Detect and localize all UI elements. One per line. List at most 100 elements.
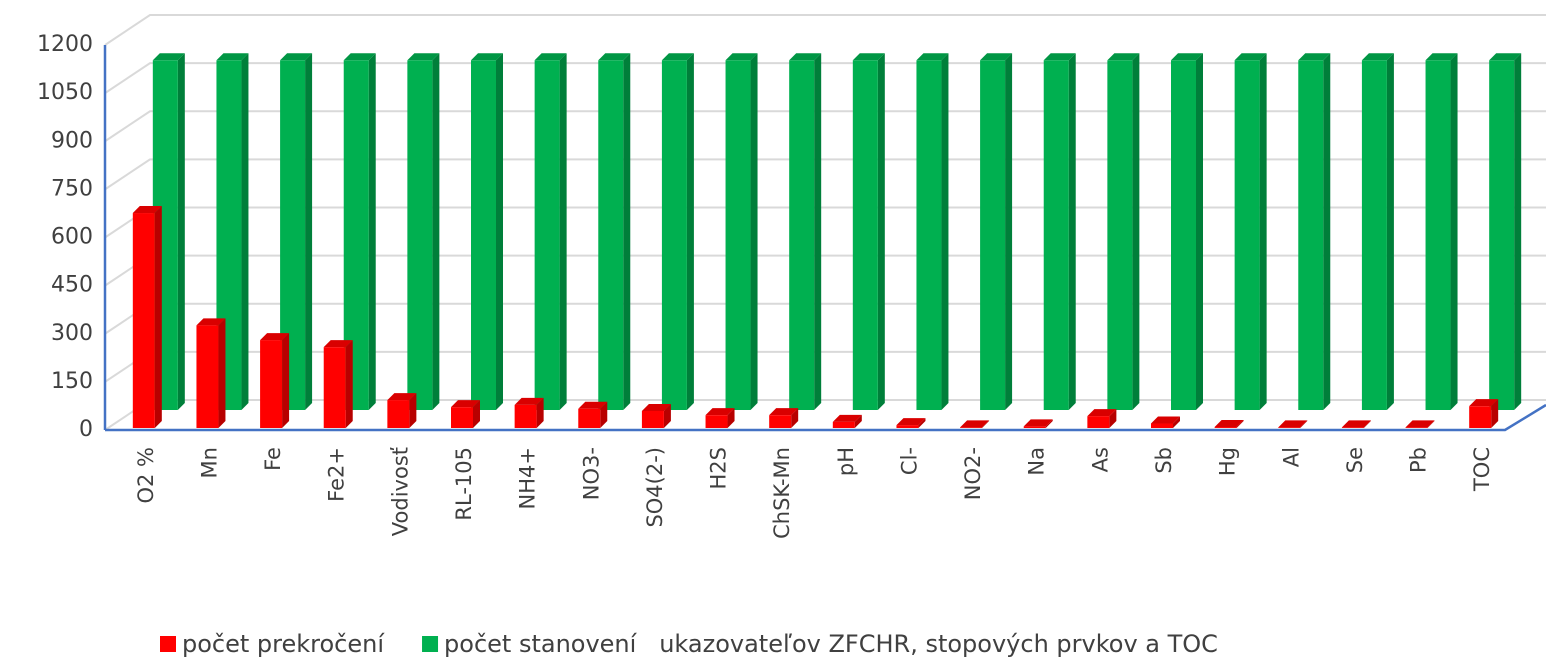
bar-top (534, 53, 567, 61)
bar-side (750, 53, 758, 411)
bar-top (407, 53, 440, 61)
bar-side (1236, 420, 1244, 428)
bar (323, 347, 346, 428)
bar-side (1323, 53, 1331, 411)
bar-top (152, 53, 185, 61)
x-tick-label: Hg (1216, 447, 1240, 476)
bar-top (323, 340, 353, 348)
bar-side (686, 53, 694, 411)
bar-side (473, 400, 480, 428)
bar (514, 404, 537, 428)
bar (1087, 416, 1110, 428)
x-tick-label: Sb (1152, 447, 1176, 474)
bar (1043, 60, 1069, 411)
y-tick-label: 900 (51, 128, 93, 153)
y-tick-label: 1200 (37, 32, 93, 57)
bar (916, 60, 942, 411)
bar-side (814, 53, 822, 411)
bar (980, 60, 1006, 411)
bar (896, 425, 919, 428)
bar (769, 415, 792, 428)
bar-top (598, 53, 631, 61)
bar-top (789, 53, 822, 61)
bar (1151, 423, 1173, 428)
bar-side (1132, 53, 1140, 411)
bar-side (941, 53, 949, 411)
x-tick-label: NO2- (961, 447, 985, 500)
bar-side (368, 53, 376, 411)
bar (260, 340, 283, 428)
grid-line (104, 158, 1546, 191)
bar-top (1278, 420, 1308, 428)
bar-top (1234, 53, 1267, 61)
bar-side (854, 414, 862, 428)
bar-top (832, 414, 862, 422)
x-tick-label: Vodivosť (388, 447, 412, 536)
bar (451, 407, 473, 428)
legend-label: počet stanovení ukazovateľov ZFCHR, stop… (444, 630, 1218, 658)
bar (1405, 427, 1428, 428)
bar-side (663, 403, 671, 428)
bar-side (877, 53, 885, 411)
bar-top (1341, 420, 1371, 428)
bar-side (918, 418, 926, 428)
bar-top (852, 53, 885, 61)
x-tick-label: Se (1343, 447, 1367, 473)
bar (471, 60, 496, 411)
x-tick-label: NO3- (579, 447, 603, 500)
bar-top (1469, 399, 1499, 407)
x-tick-label: Cl- (897, 447, 921, 475)
bar-top (280, 53, 313, 61)
floor-edge (105, 403, 1546, 432)
bar-side (241, 53, 249, 411)
bar (832, 421, 855, 428)
bar (705, 415, 728, 428)
x-tick-label: Na (1025, 447, 1049, 476)
bar-side (1491, 399, 1499, 428)
bar-side (1386, 53, 1394, 411)
bar-top (960, 420, 990, 428)
bar (1023, 426, 1046, 428)
bar-top (1087, 409, 1117, 417)
x-tick-label: SO4(2-) (643, 447, 667, 528)
bar-top (916, 53, 949, 61)
bar-top (471, 53, 503, 61)
bar-top (1023, 419, 1053, 427)
bar-side (432, 53, 440, 411)
legend-swatch (160, 636, 176, 652)
bar (1489, 60, 1515, 411)
legend-swatch (422, 636, 439, 652)
grid-line (104, 399, 1546, 431)
bar (132, 213, 155, 428)
bar-side (409, 393, 417, 428)
bar-side (1109, 409, 1117, 428)
bar (661, 60, 687, 411)
bar (407, 60, 433, 411)
y-tick-label: 150 (51, 369, 93, 394)
bar-top (387, 393, 417, 401)
bar-side (982, 420, 990, 428)
bar-side (1450, 53, 1458, 411)
bar (1214, 427, 1237, 428)
bar-side (1300, 420, 1308, 428)
bar-side (1363, 420, 1371, 428)
bar (1171, 60, 1196, 411)
bar-side (1514, 53, 1522, 411)
x-tick-label: Pb (1407, 447, 1431, 473)
bar-side (345, 340, 353, 428)
grid-line (104, 62, 1546, 94)
bar (1107, 60, 1133, 411)
bar (789, 60, 815, 411)
bar (534, 60, 560, 411)
bar-side (496, 53, 503, 411)
bar-top (705, 408, 735, 416)
bar-side (218, 318, 226, 428)
bar-side (1005, 53, 1013, 411)
bar-top (196, 318, 226, 326)
bar-top (896, 418, 926, 426)
bar-side (177, 53, 185, 411)
bar-side (1045, 419, 1053, 428)
bar-side (559, 53, 567, 411)
x-tick-label: RL-105 (452, 447, 476, 521)
